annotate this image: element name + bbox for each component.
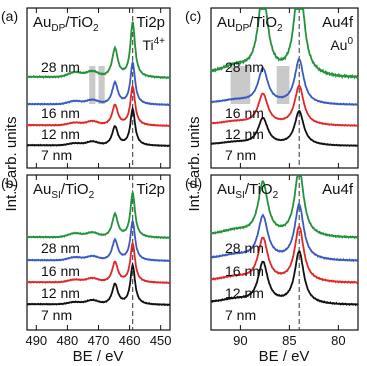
panel-a: 7 nm 12 nm 16 nm 28 nm (a) AuDP/TiO2 Ti2p Ti4+ (1, 7, 171, 169)
series-line-12nm (26, 240, 171, 285)
panel-title: AuSI/TiO2 (217, 181, 279, 201)
series-line-28nm (210, 8, 359, 80)
series-label: 28 nm (41, 240, 80, 256)
panel-c: 7 nm 12 nm 16 nm 28 nm (c) AuDP/TiO2 Au4f Au0 (185, 7, 359, 169)
series-line-12nm (210, 225, 359, 285)
series-label: 16 nm (225, 105, 264, 121)
shaded-band (276, 66, 290, 104)
panel-title: AuDP/TiO2 (33, 14, 99, 34)
series-line-16nm (26, 60, 171, 107)
x-tick-label: 85 (282, 333, 296, 348)
series-line-7nm (26, 105, 171, 148)
series-label: 7 nm (41, 147, 72, 163)
x-tick-label: 80 (331, 333, 345, 348)
x-tick-label: 90 (233, 333, 247, 348)
series-label: 16 nm (41, 105, 80, 121)
plot-frame (210, 174, 359, 331)
region-label: Ti2p (136, 181, 165, 198)
shaded-band (230, 66, 251, 104)
series-line-28nm (210, 175, 359, 240)
x-axis-label-right: BE / eV (259, 348, 310, 365)
series-label: 16 nm (41, 263, 80, 279)
plot-frame (210, 7, 359, 169)
series-label: 28 nm (41, 59, 80, 75)
shaded-band (98, 66, 105, 104)
panel-label: (c) (185, 8, 201, 24)
x-tick-label: 450 (150, 333, 172, 348)
series-line-12nm (26, 83, 171, 128)
series-line-28nm (26, 21, 171, 80)
series-label: 16 nm (225, 263, 264, 279)
panel-b: 7 nm 12 nm 16 nm 28 nm 490 480 470 460 450 (b) AuS… (1, 174, 172, 348)
x-tick-label: 460 (119, 333, 141, 348)
panel-title: AuDP/TiO2 (217, 14, 283, 34)
series-line-7nm (211, 249, 359, 307)
x-axis-label-left: BE / eV (73, 348, 124, 365)
series-line-7nm (211, 109, 359, 147)
series-line-16nm (210, 58, 359, 107)
y-axis-label-right: Int. / arb. units (186, 116, 203, 211)
panel-title: AuSI/TiO2 (33, 181, 95, 201)
panel-d: 7 nm 12 nm 16 nm 28 nm 90 85 80 (d) AuSI/TiO2 Au4… (185, 174, 359, 348)
series-line-28nm (26, 189, 171, 240)
panel-label: (a) (1, 8, 18, 24)
region-label: Au4f (322, 181, 354, 198)
series-label: 7 nm (41, 307, 72, 323)
x-tick-label: 490 (25, 333, 47, 348)
shaded-band (89, 66, 96, 104)
y-axis-label-left: Int. / arb. units (3, 116, 20, 211)
panel-label: (d) (185, 175, 202, 191)
region-label: Ti2p (136, 14, 165, 31)
panel-label: (b) (1, 175, 18, 191)
series-label: 7 nm (225, 307, 256, 323)
series-line-12nm (210, 84, 359, 127)
series-line-16nm (210, 203, 359, 263)
x-tick-label: 470 (88, 333, 110, 348)
series-label: 7 nm (225, 147, 256, 163)
series-label: 12 nm (225, 126, 264, 142)
peak-annotation: Ti4+ (142, 36, 165, 53)
x-tick-label: 480 (57, 333, 79, 348)
series-line-16nm (26, 219, 171, 263)
series-line-7nm (27, 261, 171, 307)
series-label: 12 nm (41, 126, 80, 142)
series-label: 12 nm (225, 285, 264, 301)
series-label: 12 nm (41, 285, 80, 301)
region-label: Au4f (322, 14, 354, 31)
series-label: 28 nm (225, 240, 264, 256)
peak-annotation: Au0 (330, 36, 353, 53)
series-label: 28 nm (225, 59, 264, 75)
